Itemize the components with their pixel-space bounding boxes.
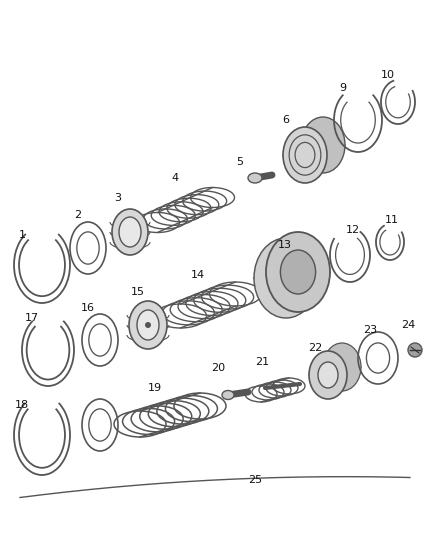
- Text: 10: 10: [381, 70, 395, 80]
- Text: 24: 24: [401, 320, 415, 330]
- Text: 23: 23: [363, 325, 377, 335]
- Ellipse shape: [129, 301, 167, 349]
- Ellipse shape: [248, 173, 262, 183]
- Ellipse shape: [266, 232, 330, 312]
- Text: 15: 15: [131, 287, 145, 297]
- Text: 16: 16: [81, 303, 95, 313]
- Text: 12: 12: [346, 225, 360, 235]
- Text: 1: 1: [18, 230, 25, 240]
- Ellipse shape: [137, 310, 159, 340]
- Text: 19: 19: [148, 383, 162, 393]
- Text: 5: 5: [237, 157, 244, 167]
- Text: 21: 21: [255, 357, 269, 367]
- Ellipse shape: [318, 362, 338, 388]
- Text: 2: 2: [74, 210, 81, 220]
- Ellipse shape: [119, 217, 141, 247]
- Ellipse shape: [112, 209, 148, 255]
- Ellipse shape: [254, 238, 318, 318]
- Ellipse shape: [280, 250, 316, 294]
- Text: 14: 14: [191, 270, 205, 280]
- Text: 6: 6: [283, 115, 290, 125]
- Text: 20: 20: [211, 363, 225, 373]
- Ellipse shape: [301, 117, 345, 173]
- Text: 4: 4: [171, 173, 179, 183]
- Text: 22: 22: [308, 343, 322, 353]
- Circle shape: [408, 343, 422, 357]
- Text: 25: 25: [248, 475, 262, 485]
- Ellipse shape: [323, 343, 361, 391]
- Ellipse shape: [222, 391, 234, 400]
- Ellipse shape: [309, 351, 347, 399]
- Text: 13: 13: [278, 240, 292, 250]
- Text: 3: 3: [114, 193, 121, 203]
- Text: 9: 9: [339, 83, 346, 93]
- Text: 11: 11: [385, 215, 399, 225]
- Circle shape: [145, 322, 151, 328]
- Text: 17: 17: [25, 313, 39, 323]
- Ellipse shape: [283, 127, 327, 183]
- Text: 18: 18: [15, 400, 29, 410]
